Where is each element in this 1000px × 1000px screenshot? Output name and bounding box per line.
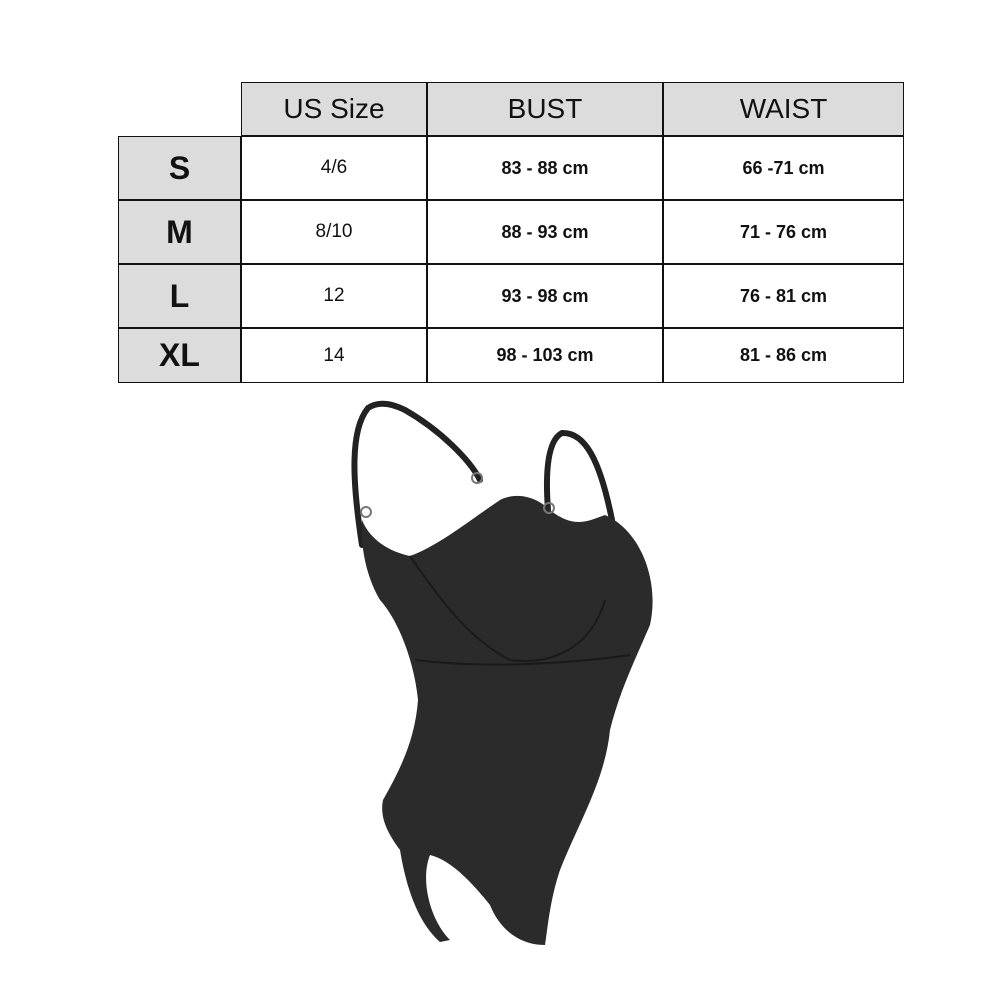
cell-bust-text: 88 - 93 cm (501, 221, 589, 242)
column-header: US Size (241, 82, 427, 136)
cell-us-size-text: 8/10 (315, 221, 353, 242)
cell-waist: 76 - 81 cm (663, 264, 904, 328)
row-header-size: XL (118, 328, 241, 383)
cell-bust: 83 - 88 cm (427, 136, 663, 200)
cell-us-size: 4/6 (241, 136, 427, 200)
cell-us-size: 12 (241, 264, 427, 328)
row-header-size: L (118, 264, 241, 328)
column-header-text: WAIST (739, 93, 828, 124)
cell-waist-text: 66 -71 cm (742, 157, 825, 178)
column-header-text: BUST (507, 93, 583, 124)
right-strap (543, 429, 615, 523)
row-header-size: M (118, 200, 241, 264)
cell-waist-text: 76 - 81 cm (739, 285, 828, 306)
row-header-size-text: M (166, 213, 193, 250)
cell-waist: 66 -71 cm (663, 136, 904, 200)
cell-bust-text: 83 - 88 cm (501, 157, 589, 178)
cell-waist: 81 - 86 cm (663, 328, 904, 383)
cell-us-size-text: 14 (323, 344, 345, 366)
cell-us-size: 14 (241, 328, 427, 383)
cell-waist-text: 71 - 76 cm (739, 221, 828, 242)
cell-waist: 71 - 76 cm (663, 200, 904, 264)
row-header-size: S (118, 136, 241, 200)
row-header-size-text: XL (159, 337, 200, 373)
cell-us-size-text: 4/6 (320, 157, 348, 178)
cell-us-size: 8/10 (241, 200, 427, 264)
left-strap (351, 400, 408, 548)
cell-bust-text: 93 - 98 cm (501, 285, 589, 306)
row-header-size-text: S (168, 149, 191, 186)
cell-bust: 93 - 98 cm (427, 264, 663, 328)
cell-us-size-text: 12 (323, 285, 345, 306)
row-header-size-text: L (169, 277, 190, 314)
cell-waist-text: 81 - 86 cm (739, 345, 828, 365)
bodysuit-body (361, 495, 653, 945)
cell-bust: 98 - 103 cm (427, 328, 663, 383)
column-header: BUST (427, 82, 663, 136)
cell-bust-text: 98 - 103 cm (496, 345, 594, 365)
column-header-text: US Size (283, 93, 385, 124)
cell-bust: 88 - 93 cm (427, 200, 663, 264)
column-header: WAIST (663, 82, 904, 136)
